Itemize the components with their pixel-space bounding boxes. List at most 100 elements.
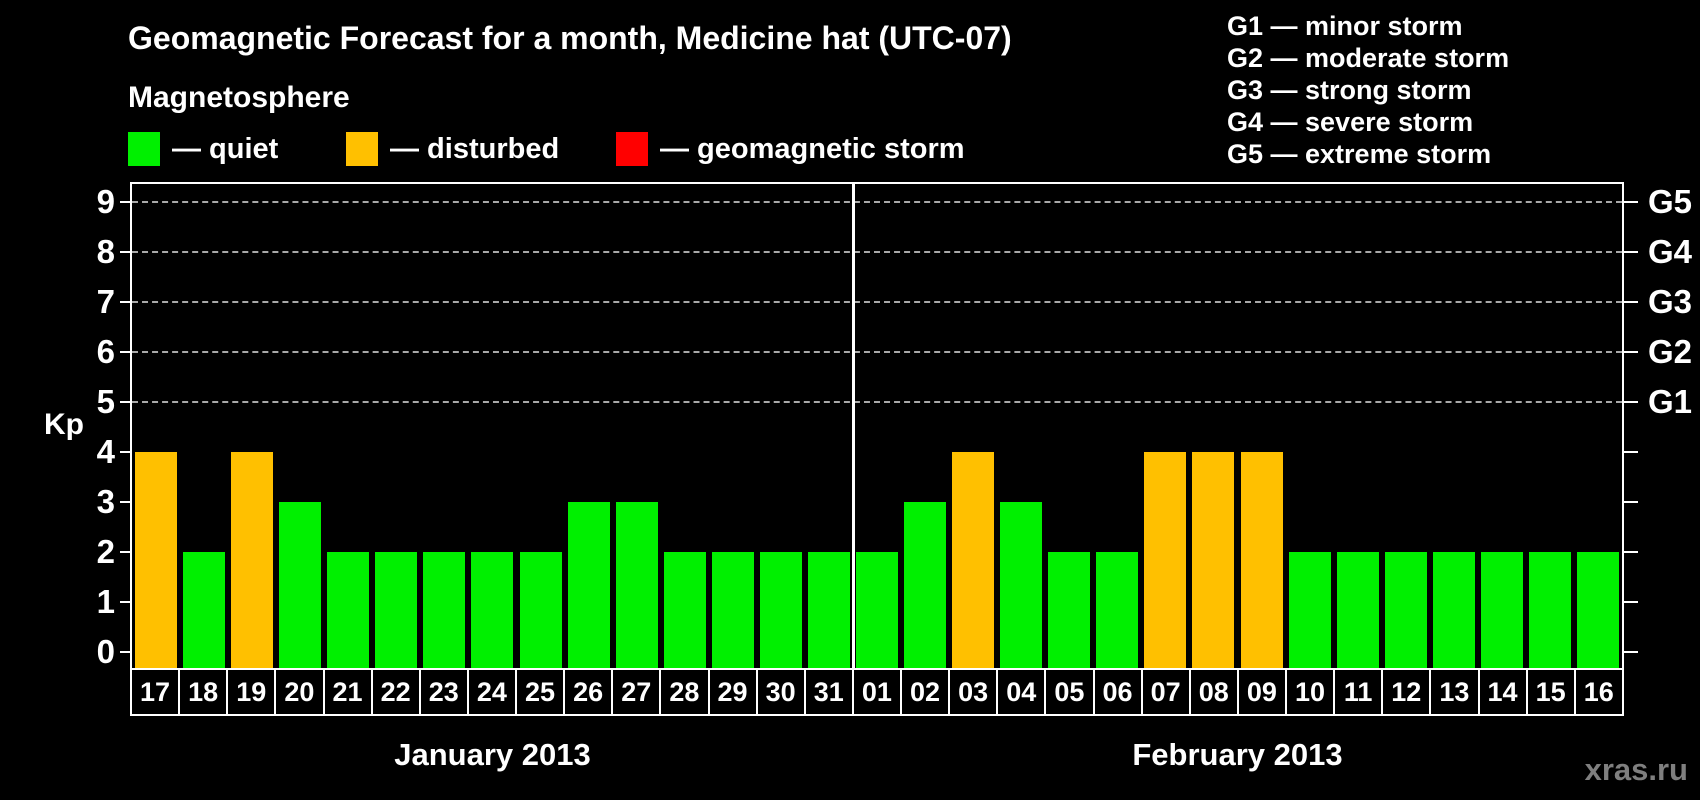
gridline-kp7: [132, 301, 1622, 303]
kp-bar-day-06: [1096, 552, 1139, 668]
y-axis-tick-2: [120, 551, 130, 553]
y-axis-tick-1: [120, 601, 130, 603]
right-axis-tick-2: [1624, 551, 1638, 553]
y-axis-tick-5: [120, 401, 130, 403]
y-axis-tick-label-9: 9: [96, 183, 115, 220]
day-cell-02: 02: [902, 670, 951, 714]
day-cell-04: 04: [998, 670, 1047, 714]
kp-bar-day-14: [1480, 552, 1523, 668]
day-cell-14: 14: [1480, 670, 1528, 714]
legend-label-disturbed: — disturbed: [390, 133, 560, 165]
month-separator: [851, 184, 855, 668]
kp-bar-day-24: [471, 552, 514, 668]
day-cell-17: 17: [132, 670, 181, 714]
g-scale-line-3: G3 — strong storm: [1227, 75, 1472, 105]
right-axis-tick-8: [1624, 251, 1638, 253]
kp-bar-day-26: [567, 502, 610, 668]
y-axis-tick-0: [120, 651, 130, 653]
day-cell-06: 06: [1095, 670, 1143, 714]
kp-bar-day-22: [375, 552, 418, 668]
legend-swatch-quiet: [128, 132, 160, 166]
gridline-kp9: [132, 201, 1622, 203]
day-cell-25: 25: [517, 670, 566, 714]
day-cell-30: 30: [758, 670, 806, 714]
day-cell-20: 20: [276, 670, 325, 714]
g-scale-line-4: G4 — severe storm: [1227, 107, 1474, 137]
kp-bar-day-28: [663, 552, 706, 668]
y-axis-tick-3: [120, 501, 130, 503]
right-axis-tick-3: [1624, 501, 1638, 503]
kp-bar-day-17: [135, 452, 178, 668]
g-scale-legend: G1 — minor storm G2 — moderate storm G3 — …: [1227, 10, 1509, 170]
legend-label-storm: — geomagnetic storm: [660, 133, 965, 165]
kp-bar-day-21: [327, 552, 370, 668]
kp-axis-label: Kp: [44, 408, 84, 441]
g-level-label-G4: G4: [1648, 233, 1693, 270]
kp-bar-day-15: [1528, 552, 1571, 668]
y-axis-tick-4: [120, 451, 130, 453]
legend-item-quiet: — quiet: [128, 132, 278, 166]
day-cell-15: 15: [1528, 670, 1576, 714]
day-cell-03: 03: [950, 670, 999, 714]
kp-bar-day-11: [1336, 552, 1379, 668]
y-axis-tick-label-8: 8: [96, 233, 115, 270]
day-cell-05: 05: [1046, 670, 1095, 714]
gridline-kp8: [132, 251, 1622, 253]
kp-bar-day-19: [231, 452, 274, 668]
day-cell-13: 13: [1431, 670, 1480, 714]
y-axis-tick-8: [120, 251, 130, 253]
kp-bar-day-07: [1144, 452, 1187, 668]
y-axis-tick-label-1: 1: [96, 583, 115, 620]
y-axis-tick-label-6: 6: [96, 333, 115, 370]
y-axis-tick-9: [120, 201, 130, 203]
day-cell-08: 08: [1191, 670, 1239, 714]
kp-bar-day-25: [519, 552, 562, 668]
kp-bar-day-12: [1384, 552, 1427, 668]
kp-bar-day-03: [952, 452, 995, 668]
day-cell-23: 23: [421, 670, 469, 714]
day-cell-29: 29: [710, 670, 758, 714]
kp-bar-day-30: [759, 552, 802, 668]
y-axis-tick-label-2: 2: [96, 533, 115, 570]
kp-bar-day-13: [1432, 552, 1475, 668]
legend-item-disturbed: — disturbed: [346, 132, 559, 166]
legend-label-quiet: — quiet: [172, 133, 279, 165]
right-axis-tick-1: [1624, 601, 1638, 603]
day-cell-01: 01: [854, 670, 902, 714]
g-level-label-G3: G3: [1648, 283, 1693, 320]
g-scale-line-2: G2 — moderate storm: [1227, 43, 1510, 73]
g-level-label-G5: G5: [1648, 183, 1693, 220]
kp-bar-day-18: [183, 552, 226, 668]
day-cell-31: 31: [806, 670, 854, 714]
day-cell-10: 10: [1287, 670, 1336, 714]
month-label-1: January 2013: [394, 737, 591, 772]
g-scale-line-1: G1 — minor storm: [1227, 11, 1463, 41]
day-cell-24: 24: [469, 670, 517, 714]
legend-swatch-storm: [616, 132, 648, 166]
day-cell-22: 22: [373, 670, 421, 714]
right-axis-tick-0: [1624, 651, 1638, 653]
right-axis-tick-6: [1624, 351, 1638, 353]
kp-bar-day-05: [1048, 552, 1091, 668]
g-level-label-G1: G1: [1648, 383, 1693, 420]
day-cell-09: 09: [1239, 670, 1287, 714]
kp-bar-day-04: [1000, 502, 1043, 668]
kp-bar-day-10: [1288, 552, 1331, 668]
plot-frame: [130, 182, 1624, 668]
day-cell-07: 07: [1143, 670, 1191, 714]
kp-bar-day-31: [807, 552, 850, 668]
day-cell-18: 18: [180, 670, 229, 714]
page-title: Geomagnetic Forecast for a month, Medici…: [128, 20, 1012, 56]
month-label-2: February 2013: [1132, 737, 1343, 772]
g-scale-line-5: G5 — extreme storm: [1227, 139, 1492, 169]
kp-bar-day-09: [1240, 452, 1283, 668]
y-axis-tick-label-3: 3: [96, 483, 115, 520]
right-axis-tick-5: [1624, 401, 1638, 403]
day-cell-26: 26: [565, 670, 614, 714]
g-level-label-G2: G2: [1648, 333, 1693, 370]
day-cell-11: 11: [1335, 670, 1384, 714]
y-axis-tick-6: [120, 351, 130, 353]
right-axis-tick-4: [1624, 451, 1638, 453]
gridline-kp5: [132, 401, 1622, 403]
